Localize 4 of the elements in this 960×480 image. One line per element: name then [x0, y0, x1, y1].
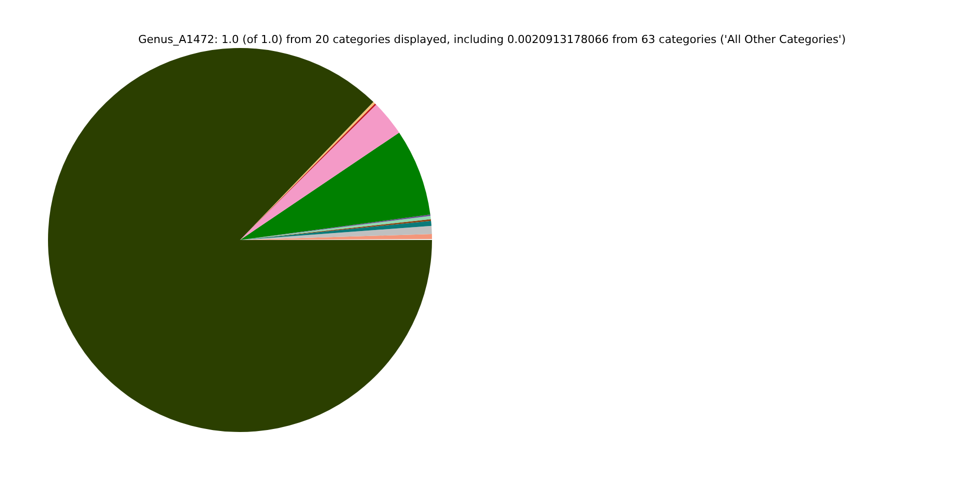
pie-slice	[240, 104, 400, 240]
pie-slice	[240, 132, 430, 240]
pie-slice	[48, 48, 432, 432]
text: Genus_A1472: 1.0 (of 1.0) from 20 categories displayed, including 0.0020913178066 from 63 categories ('All Other Categories')	[138, 33, 846, 46]
